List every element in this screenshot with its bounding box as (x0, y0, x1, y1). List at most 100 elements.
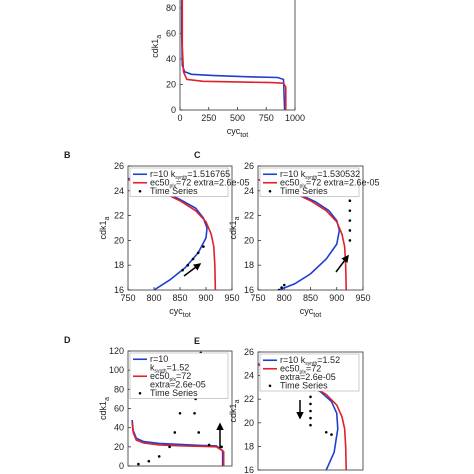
time-point (348, 239, 352, 242)
y-tick-label: 80 (114, 384, 124, 394)
text-part: a (102, 216, 111, 220)
legend-label: r=10 (150, 354, 168, 364)
y-tick-label: 20 (244, 418, 254, 428)
time-point (309, 395, 312, 399)
panel: 750 800 850 900 950161820222426cyctotcdk1aBr… (64, 150, 250, 319)
time-point (348, 219, 352, 222)
y-tick-label: 20 (244, 235, 254, 245)
time-point (186, 263, 190, 267)
curve (131, 422, 225, 466)
text-part: =1.52 (317, 355, 340, 365)
time-point (277, 288, 281, 290)
panel: 0 250 500 750 1000 0 20 40 60 80 cyctot cdk1a (150, 0, 305, 139)
y-tick-label: 24 (244, 186, 254, 196)
time-point (178, 411, 182, 415)
text-part: k (150, 362, 155, 372)
x-tick-label: 850 (303, 293, 318, 303)
time-point (173, 431, 177, 434)
text-part: synth (305, 175, 317, 181)
text-part: cdk1 (228, 403, 238, 422)
time-point (181, 268, 184, 272)
y-tick-label: 40 (114, 423, 124, 433)
text-part: extra=2.6e-05 (280, 372, 336, 382)
time-point (309, 409, 312, 413)
legend-label: ec50plx=72 (280, 363, 321, 375)
legend-label: Time Series (150, 186, 198, 196)
time-point (202, 245, 205, 248)
x-tick-label: 900 (198, 293, 213, 303)
time-point (330, 433, 333, 436)
x-tick-label: 0 (177, 113, 182, 123)
legend-dot (138, 391, 142, 395)
arrows (183, 254, 349, 448)
x-tick-label: 950 (355, 293, 370, 303)
panel-label: E (194, 336, 200, 346)
y-tick-label: 16 (244, 285, 254, 295)
text-part: =72 (306, 363, 321, 373)
text-part: Time Series (150, 186, 198, 196)
text-part: plx (170, 183, 177, 189)
x-tick-label: 1000 (285, 113, 305, 123)
panel-label: C (194, 150, 201, 160)
text-part: =72 extra=2.6e-05 (176, 177, 250, 187)
x-tick-label: 800 (146, 293, 161, 303)
time-point (137, 462, 140, 466)
y-tick-label: 120 (109, 346, 124, 356)
time-point (193, 411, 196, 415)
y-tick-label: 40 (166, 54, 176, 64)
legend-label: Time Series (280, 380, 328, 390)
legend-label: r=10 ksynth=1.530532 (280, 169, 360, 181)
text-part: =1.516765 (187, 169, 230, 179)
y-tick-label: 20 (114, 235, 124, 245)
legend-label: extra=2.6e-05 (280, 372, 336, 382)
text-part: =72 extra=2.6e-05 (306, 177, 380, 187)
y-tick-label: 16 (244, 465, 254, 474)
time-point (197, 431, 201, 434)
time-point (324, 430, 328, 434)
legend-label: extra=2.6e-05 (150, 379, 206, 389)
panel-label: D (64, 335, 71, 345)
x-axis-label: cyctot (300, 306, 322, 319)
y-tick-label: 24 (114, 186, 124, 196)
legend-label: ksynth=1.52 (150, 362, 189, 374)
legend-label: Time Series (280, 186, 328, 196)
text-part: =1.530532 (317, 169, 360, 179)
time-point (280, 286, 283, 289)
text-part: Time Series (150, 388, 198, 398)
x-axis-label: cyctot (227, 126, 249, 139)
text-part: cyc (169, 306, 183, 316)
y-tick-label: 26 (114, 161, 124, 171)
y-tick-label: 60 (114, 404, 124, 414)
legend: r=10ksynth=1.52ec50plx=72extra=2.6e-05Ti… (129, 352, 229, 399)
x-tick-label: 800 (277, 293, 292, 303)
time-point (220, 445, 223, 449)
x-tick-label: 850 (172, 293, 187, 303)
text-part: cdk1 (150, 39, 160, 58)
text-part: synth (305, 361, 317, 367)
y-axis-label: cdk1a (228, 399, 241, 422)
curve (181, 0, 287, 110)
text-part: a (154, 35, 163, 39)
text-part: tot (240, 130, 248, 139)
text-part: =72 (176, 371, 191, 381)
text-part: ec50 (280, 177, 300, 187)
text-part: Time Series (280, 380, 328, 390)
legend-label: r=10 ksynth=1.52 (280, 355, 340, 367)
legend: r=10 ksynth=1.52ec50plx=72extra=2.6e-05T… (259, 353, 360, 392)
y-tick-label: 22 (244, 394, 254, 404)
text-part: cdk1 (228, 220, 238, 239)
y-tick-label: 100 (109, 365, 124, 375)
time-point (191, 257, 195, 261)
time-point (157, 455, 161, 458)
data (180, 0, 287, 110)
text-part: a (102, 397, 111, 401)
y-axis-label: cdk1a (150, 35, 163, 58)
text-part: plx (170, 377, 177, 383)
text-part: tot (183, 310, 191, 319)
x-tick-label: 750 (259, 113, 274, 123)
text-part: cyc (227, 126, 241, 136)
